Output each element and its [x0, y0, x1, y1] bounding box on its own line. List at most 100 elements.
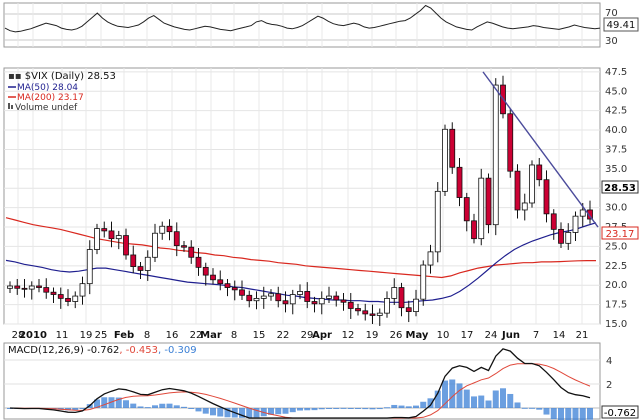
- candle: [14, 285, 21, 289]
- candle: [166, 225, 173, 233]
- macd-histogram-bar: [347, 408, 354, 409]
- candle: [587, 209, 593, 220]
- candle: [572, 215, 579, 233]
- candle: [282, 300, 289, 305]
- macd-histogram-bar: [246, 408, 253, 419]
- macd-histogram-bar: [217, 408, 224, 417]
- macd-histogram-bar: [311, 408, 318, 411]
- macd-histogram-bar: [318, 408, 325, 410]
- y-tick-label: 45.0: [605, 86, 627, 97]
- candle: [79, 283, 86, 297]
- x-tick-label: 25: [95, 330, 108, 341]
- macd-histogram-bar: [181, 406, 187, 408]
- macd-histogram-bar: [521, 407, 528, 409]
- macd-histogram-bar: [333, 407, 340, 409]
- y-tick-label: 22.5: [605, 261, 627, 272]
- price-panel: ▪▪ $VIX (Daily) 28.53 MA(50) 28.04 MA(20…: [3, 67, 639, 341]
- candle: [369, 313, 376, 316]
- legend-volume-icon: [8, 103, 10, 109]
- candle: [231, 287, 238, 291]
- macd-histogram-bar: [376, 408, 383, 410]
- macd-histogram-bar: [427, 398, 434, 408]
- macd-histogram-bar: [275, 408, 282, 415]
- macd-histogram-bar: [130, 403, 137, 408]
- candle: [434, 190, 441, 253]
- macd-histogram-bar: [202, 408, 209, 414]
- legend-main-icon: ▪▪: [8, 71, 25, 82]
- macd-histogram-bar: [587, 408, 593, 420]
- rsi-tick-30: 30: [605, 36, 618, 47]
- macd-legend: MACD(12,26,9) -0.762, -0.453, -0.309: [8, 345, 197, 356]
- candle: [376, 312, 383, 316]
- x-tick-label: 24: [485, 330, 498, 341]
- macd-histogram-bar: [369, 408, 376, 410]
- x-tick-label: 29: [301, 330, 314, 341]
- macd-histogram-bar: [253, 408, 260, 418]
- candle: [94, 228, 100, 250]
- macd-histogram-bar: [355, 408, 361, 409]
- y-tick-label: 40.0: [605, 125, 627, 136]
- macd-histogram-bar: [492, 390, 499, 408]
- legend-volume: Volume undef: [15, 103, 78, 113]
- candle: [297, 291, 303, 295]
- candle: [405, 307, 412, 312]
- candle: [57, 294, 64, 299]
- macd-histogram-bar: [188, 408, 195, 409]
- macd-histogram-bar: [297, 408, 303, 411]
- x-tick-label: 2010: [19, 330, 47, 341]
- candle: [507, 113, 514, 172]
- x-tick-label: Jun: [501, 330, 520, 341]
- x-tick-label: May: [406, 330, 429, 341]
- candle: [478, 177, 485, 240]
- candle: [318, 297, 325, 305]
- macd-histogram-bar: [384, 407, 390, 409]
- macd-histogram-bar: [289, 408, 296, 413]
- x-tick-label: 12: [342, 330, 355, 341]
- y-tick-label: 15.0: [605, 319, 627, 330]
- macd-histogram-bar: [115, 397, 122, 408]
- candle: [355, 308, 361, 312]
- macd-histogram-bar: [152, 405, 158, 408]
- macd-histogram-bar: [449, 379, 456, 408]
- x-tick-label: 11: [56, 330, 69, 341]
- x-tick-label: 22: [277, 330, 290, 341]
- y-tick-label: 17.5: [605, 300, 627, 311]
- candle: [565, 232, 572, 244]
- candle: [289, 294, 296, 305]
- macd-histogram-bar: [362, 408, 369, 410]
- macd-tick-4: 4: [606, 356, 612, 367]
- macd-histogram-bar: [550, 408, 557, 420]
- macd-histogram-bar: [210, 408, 216, 416]
- x-tick-label: 8: [231, 330, 237, 341]
- candle: [144, 256, 151, 271]
- macd-histogram-bar: [500, 388, 506, 408]
- macd-histogram-bar: [108, 397, 115, 408]
- x-tick-label: 28: [12, 330, 25, 341]
- x-tick-label: 14: [553, 330, 566, 341]
- macd-histogram-bar: [144, 407, 151, 409]
- legend-ma50: MA(50) 28.04: [17, 83, 78, 93]
- candle: [326, 295, 332, 299]
- ma200-badge: [601, 226, 639, 240]
- rsi-tick-70: 70: [605, 8, 618, 19]
- candle: [550, 213, 557, 230]
- candle: [130, 254, 137, 267]
- macd-histogram-bar: [529, 407, 535, 409]
- macd-histogram-bar: [79, 408, 86, 409]
- candle: [471, 220, 477, 240]
- macd-histogram-bar: [391, 404, 398, 408]
- macd-histogram-bar: [485, 400, 492, 408]
- candle: [115, 235, 122, 240]
- macd-histogram-bar: [195, 408, 202, 412]
- y-tick-label: 30.0: [605, 203, 627, 214]
- candle: [362, 310, 369, 315]
- candle: [529, 164, 535, 204]
- x-tick-label: Feb: [114, 330, 134, 341]
- rsi-panel: 49.41 70 30: [3, 2, 639, 48]
- x-tick-label: Apr: [312, 330, 332, 341]
- x-tick-label: 26: [390, 330, 403, 341]
- macd-histogram-bar: [471, 396, 477, 408]
- candle: [536, 164, 543, 181]
- macd-histogram-bar: [579, 408, 586, 420]
